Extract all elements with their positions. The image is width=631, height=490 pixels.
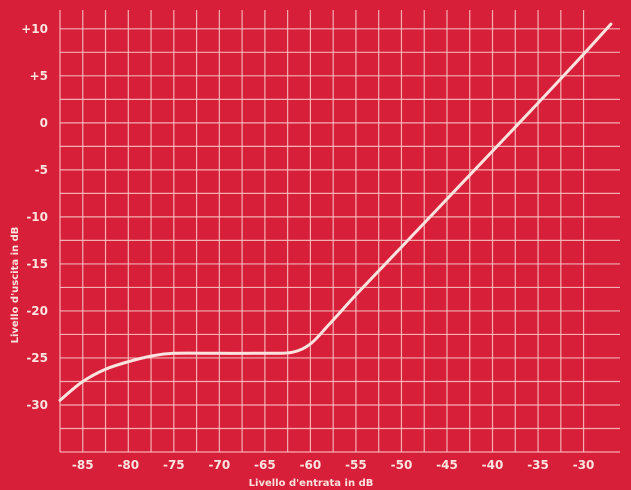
x-tick-label: -75 [163, 458, 185, 472]
y-tick-label: -15 [26, 257, 48, 271]
x-tick-label: -55 [345, 458, 367, 472]
x-tick-label: -80 [117, 458, 139, 472]
x-tick-label: -40 [482, 458, 504, 472]
x-tick-label: -65 [254, 458, 276, 472]
y-tick-label: -5 [35, 163, 48, 177]
x-tick-label: -30 [573, 458, 595, 472]
y-tick-label: -25 [26, 351, 48, 365]
x-axis-label: Livello d'entrata in dB [249, 478, 374, 489]
x-tick-label: -50 [391, 458, 413, 472]
grid [59, 10, 620, 453]
series-layer [58, 22, 613, 402]
y-axis-ticks: +10 +5 0 -5 -10 -15 -20 -25 -30 [21, 22, 48, 412]
x-tick-label: -35 [527, 458, 549, 472]
y-axis-label: Livello d'uscita in dB [10, 227, 21, 344]
y-tick-label: +5 [30, 69, 48, 83]
x-tick-label: -60 [300, 458, 322, 472]
series-line [58, 22, 613, 402]
x-tick-label: -45 [436, 458, 458, 472]
y-tick-label: -20 [26, 304, 48, 318]
x-tick-label: -85 [72, 458, 94, 472]
y-tick-label: -10 [26, 210, 48, 224]
x-axis-ticks: -85 -80 -75 -70 -65 -60 -55 -50 -45 -40 -35 -30 [72, 458, 595, 472]
y-tick-label: -30 [26, 398, 48, 412]
y-tick-label: 0 [40, 116, 48, 130]
x-tick-label: -70 [209, 458, 231, 472]
y-tick-label: +10 [21, 22, 48, 36]
